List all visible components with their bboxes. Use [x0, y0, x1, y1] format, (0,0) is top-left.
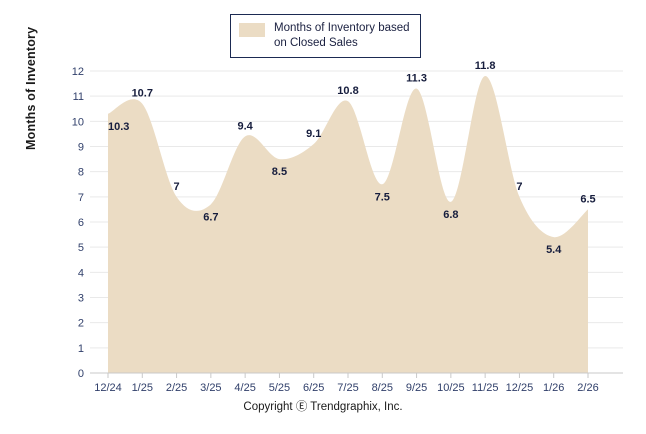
x-tick-label: 7/25 — [337, 382, 358, 394]
x-tick-label: 9/25 — [406, 382, 427, 394]
data-value-label: 10.3 — [108, 121, 129, 133]
data-value-label: 10.8 — [337, 85, 358, 97]
x-tick-label: 11/25 — [472, 382, 499, 394]
y-tick-label: 7 — [78, 192, 84, 204]
y-tick-label: 10 — [72, 116, 84, 128]
y-tick-label: 2 — [78, 318, 84, 330]
area-series-group — [108, 76, 588, 373]
x-tick-label: 12/25 — [506, 382, 534, 394]
legend-color-swatch — [239, 23, 265, 37]
chart-legend: Months of Inventory based on Closed Sale… — [230, 14, 421, 59]
copyright-text: Copyright Ⓔ Trendgraphix, Inc. — [243, 401, 403, 413]
data-value-label: 9.1 — [306, 128, 321, 140]
data-value-label: 11.3 — [406, 73, 427, 85]
y-tick-label: 1 — [78, 343, 84, 355]
data-value-label: 6.7 — [203, 211, 218, 223]
y-tick-label: 4 — [78, 267, 84, 279]
x-tick-label: 5/25 — [269, 382, 290, 394]
data-value-label: 11.8 — [475, 60, 496, 72]
legend-label: Months of Inventory based on Closed Sale… — [274, 22, 410, 50]
x-tick-labels-group: 12/24 1/25 2/25 3/25 4/25 5/25 6/25 7/25 8/25 9/2… — [94, 382, 598, 394]
x-tick-label: 2/25 — [166, 382, 187, 394]
y-tick-label: 3 — [78, 293, 84, 305]
y-tick-label: 12 — [72, 66, 84, 78]
area-series-path — [108, 76, 588, 373]
y-tick-label: 8 — [78, 167, 84, 179]
x-tick-label: 8/25 — [372, 382, 393, 394]
x-tick-label: 12/24 — [94, 382, 122, 394]
data-value-label: 9.4 — [237, 120, 253, 132]
data-value-label: 7.5 — [375, 191, 390, 203]
y-tick-label: 11 — [73, 91, 84, 103]
data-value-label: 10.7 — [132, 88, 153, 100]
y-tick-label: 5 — [78, 242, 84, 254]
x-tick-label: 4/25 — [234, 382, 255, 394]
x-tick-label: 6/25 — [303, 382, 324, 394]
data-value-label: 8.5 — [272, 166, 287, 178]
x-tick-label: 1/26 — [543, 382, 564, 394]
x-tick-label: 10/25 — [437, 382, 465, 394]
data-value-label: 7 — [516, 181, 522, 193]
y-tick-label: 6 — [78, 217, 84, 229]
y-tick-label: 0 — [78, 368, 84, 380]
data-value-label: 5.4 — [546, 244, 562, 256]
y-tick-label: 9 — [78, 142, 84, 154]
data-value-label: 6.8 — [443, 209, 458, 221]
x-tick-label: 3/25 — [200, 382, 221, 394]
value-labels-group: 10.3 10.7 7 6.7 9.4 8.5 9.1 10.8 7.5 11.3 6.8 11.8 7… — [108, 60, 596, 256]
axis-lines-group — [90, 372, 623, 378]
x-tick-label: 1/25 — [132, 382, 153, 394]
data-value-label: 7 — [174, 181, 180, 193]
data-value-label: 6.5 — [580, 193, 595, 205]
x-tick-label: 2/26 — [577, 382, 598, 394]
